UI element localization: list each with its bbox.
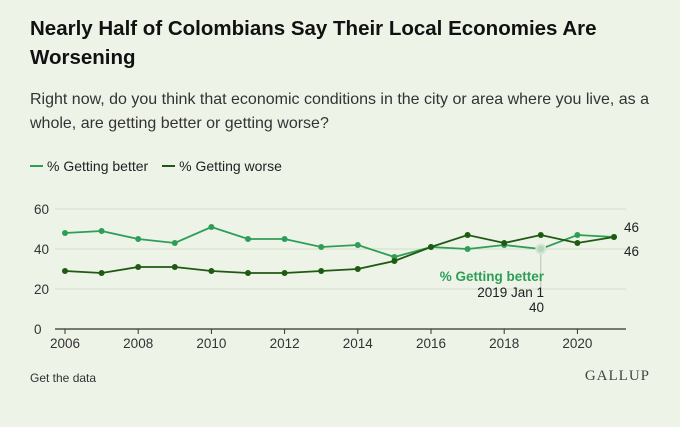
data-point-better — [574, 232, 581, 238]
tooltip-series-label: % Getting better — [440, 269, 545, 284]
data-point-worse — [501, 240, 508, 246]
y-tick-label: 60 — [34, 202, 49, 217]
legend-swatch-worse — [162, 165, 176, 167]
x-tick-label: 2008 — [123, 336, 153, 351]
data-point-better — [245, 236, 251, 242]
chart-legend: % Getting better % Getting worse — [30, 158, 282, 174]
data-point-worse — [354, 266, 361, 272]
data-point-better — [171, 240, 178, 246]
x-tick-label: 2012 — [270, 336, 300, 351]
x-tick-label: 2014 — [343, 336, 374, 351]
end-label-better: 46 — [624, 220, 639, 235]
data-point-worse — [391, 258, 398, 264]
data-point-worse — [245, 270, 251, 276]
data-point-worse — [208, 268, 215, 274]
end-label-worse: 46 — [624, 244, 639, 259]
legend-label-better: % Getting better — [47, 158, 149, 174]
page-title: Nearly Half of Colombians Say Their Loca… — [30, 17, 597, 69]
chart-subtitle: Right now, do you think that economic co… — [30, 91, 650, 132]
series-line-better — [64, 226, 615, 258]
data-point-better — [135, 236, 142, 242]
x-tick-label: 2010 — [196, 336, 226, 351]
data-point-better — [535, 243, 547, 255]
x-tick-label: 2006 — [50, 336, 80, 351]
tooltip-value-label: 40 — [529, 300, 544, 315]
x-tick-label: 2016 — [416, 336, 446, 351]
data-point-worse — [611, 234, 617, 240]
data-point-worse — [318, 268, 325, 274]
get-data-link[interactable]: Get the data — [30, 371, 97, 385]
data-point-worse — [281, 270, 288, 276]
legend-item-better[interactable]: % Getting better — [30, 158, 148, 174]
data-point-better — [281, 236, 288, 242]
legend-swatch-better — [30, 165, 43, 167]
y-tick-label: 40 — [34, 242, 49, 257]
data-point-better — [208, 224, 215, 230]
y-tick-label: 20 — [34, 282, 49, 297]
data-point-better — [464, 246, 471, 252]
data-point-worse — [464, 232, 471, 238]
y-tick-label: 0 — [34, 322, 42, 337]
data-point-better — [318, 244, 325, 250]
line-chart: 0 20 40 60 2006 2008 2010 2012 2014 2016 2018 2020 4… — [34, 202, 639, 351]
data-point-worse — [171, 264, 178, 270]
x-tick-label: 2018 — [489, 336, 519, 351]
x-tick-label: 2020 — [562, 336, 592, 351]
data-point-worse — [537, 232, 544, 238]
data-point-better — [354, 242, 361, 248]
data-point-better — [62, 230, 68, 236]
data-point-better — [98, 228, 105, 234]
data-point-worse — [428, 244, 434, 250]
gallup-logo: GALLUP — [584, 368, 650, 384]
data-point-worse — [62, 268, 68, 274]
data-point-worse — [98, 270, 105, 276]
series-line-worse — [64, 234, 615, 274]
legend-item-worse[interactable]: % Getting worse — [162, 158, 282, 174]
legend-label-worse: % Getting worse — [179, 158, 282, 174]
data-point-worse — [135, 264, 142, 270]
data-point-worse — [574, 240, 581, 246]
tooltip-date-label: 2019 Jan 1 — [477, 285, 544, 300]
